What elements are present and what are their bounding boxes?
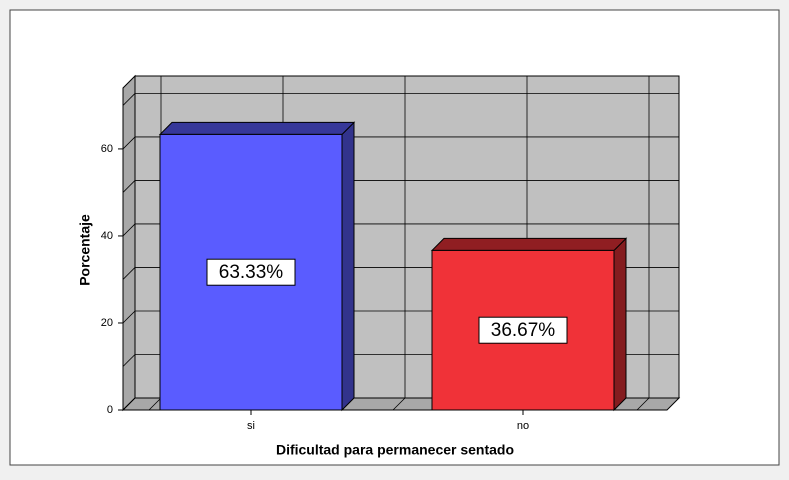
bar-top xyxy=(430,237,628,251)
x-tick-label: si xyxy=(247,420,255,432)
minor-grid-line xyxy=(122,93,136,106)
minor-grid-line xyxy=(122,267,136,280)
y-tick-label: 0 xyxy=(107,404,113,416)
grid-line xyxy=(122,223,136,237)
bar-side xyxy=(613,237,627,412)
floor-grid xyxy=(392,397,406,411)
bar-top xyxy=(158,121,356,135)
minor-grid-line xyxy=(122,180,136,193)
value-label-box xyxy=(478,316,568,344)
value-label: 63.33% xyxy=(219,262,284,283)
grid-line xyxy=(122,136,136,150)
y-tick-label: 60 xyxy=(101,143,113,155)
left-wall xyxy=(122,74,136,412)
y-tick-label: 20 xyxy=(101,317,113,329)
value-label-box xyxy=(206,258,296,286)
grid-line xyxy=(122,310,136,324)
y-axis-label: Porcentaje xyxy=(77,214,93,286)
bar-side xyxy=(341,121,355,412)
floor-grid xyxy=(636,397,650,411)
x-tick-label: no xyxy=(517,420,529,432)
y-tick-label: 40 xyxy=(101,230,113,242)
floor-grid xyxy=(148,397,162,411)
x-axis-label: Dificultad para permanecer sentado xyxy=(276,442,514,458)
grid-line xyxy=(122,397,136,411)
minor-grid-line xyxy=(122,354,136,367)
value-label: 36.67% xyxy=(491,320,556,341)
